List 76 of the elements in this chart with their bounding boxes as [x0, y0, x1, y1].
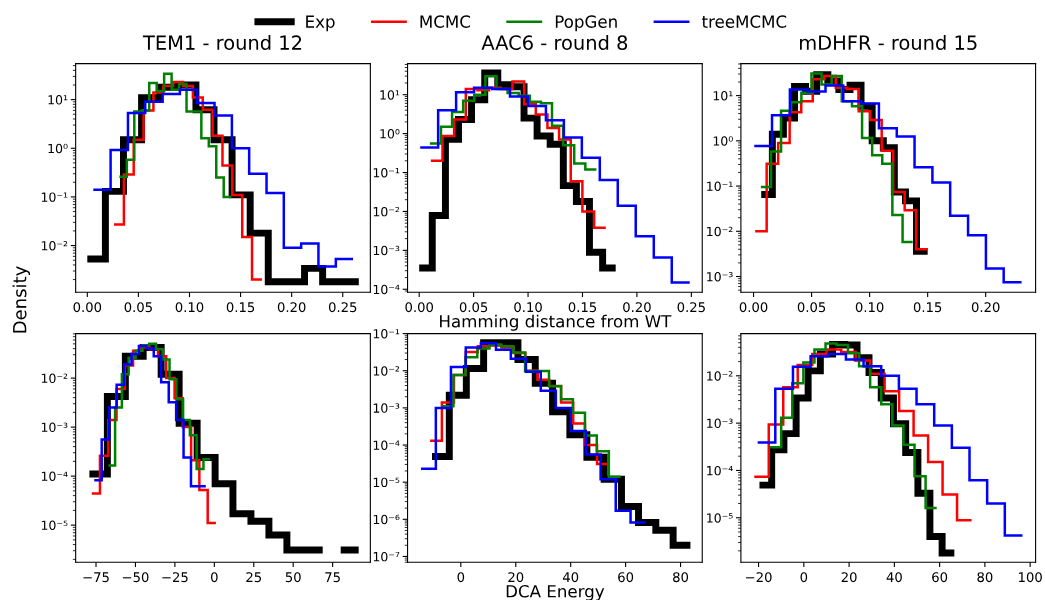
chart-title: TEM1 - round 12: [142, 34, 302, 50]
x-tick-label: 0: [457, 572, 465, 583]
y-tick-label: 10⁻¹: [373, 167, 400, 178]
y-tick-label: 10⁻⁴: [373, 284, 400, 295]
x-tick-label: 0: [800, 572, 808, 583]
legend-label: PopGen: [555, 15, 617, 32]
y-tick-label: 10¹: [48, 95, 68, 105]
y-tick-label: 10⁻³: [373, 403, 400, 413]
x-tick-label: −75: [83, 572, 109, 583]
x-tick-label: 0.10: [855, 302, 884, 313]
x-tick-label: 0.20: [971, 302, 1000, 313]
x-tick-label: −20: [746, 572, 772, 583]
x-axis-title: DCA Energy: [506, 584, 605, 600]
x-tick-label: 60: [932, 572, 948, 583]
x-tick-label: 0.15: [568, 302, 597, 313]
x-tick-label: 0.05: [459, 302, 488, 313]
x-axis-title: Hamming distance from WT: [440, 314, 672, 331]
y-axis-title: Density: [12, 266, 31, 333]
y-tick-label: 10⁻⁷: [373, 551, 400, 562]
x-tick-label: 20: [841, 572, 857, 583]
x-tick-label: 60: [618, 572, 634, 583]
y-tick-label: 10⁰: [48, 143, 68, 154]
x-tick-label: 0.05: [797, 302, 826, 313]
x-tick-label: 0.25: [328, 302, 357, 313]
y-tick-label: 10⁻³: [707, 418, 733, 429]
y-tick-label: 10⁻²: [41, 373, 68, 384]
y-tick-label: 10⁻³: [707, 271, 733, 282]
x-tick-label: 0: [211, 572, 218, 583]
y-tick-label: 10⁻¹: [373, 329, 400, 339]
y-tick-label: 10⁰: [380, 129, 400, 139]
x-tick-label: 0.20: [623, 302, 651, 313]
x-tick-label: 25: [246, 572, 262, 583]
y-tick-label: 10⁻²: [373, 206, 400, 217]
x-tick-label: 40: [562, 572, 579, 583]
y-tick-label: 10⁻⁴: [41, 471, 68, 482]
x-tick-label: 0.05: [124, 302, 152, 313]
y-tick-label: 10⁻²: [707, 371, 733, 381]
chart-title: AAC6 - round 8: [481, 34, 628, 50]
chart-title: mDHFR - round 15: [800, 34, 977, 50]
x-tick-label: 0.00: [405, 302, 434, 313]
x-tick-label: 100: [1019, 572, 1042, 583]
legend-label: Exp: [306, 15, 335, 32]
x-tick-label: −25: [162, 572, 188, 583]
y-tick-label: 10⁻²: [707, 226, 733, 237]
x-tick-label: 20: [508, 572, 524, 583]
x-tick-label: 0.15: [913, 302, 942, 313]
x-tick-label: 0.10: [514, 302, 542, 313]
y-tick-label: 10⁻³: [41, 422, 68, 433]
x-tick-label: 80: [673, 572, 689, 583]
y-tick-label: 10⁻³: [373, 245, 400, 256]
y-tick-label: 10⁻²: [373, 366, 400, 376]
y-tick-label: 10⁻⁵: [707, 513, 733, 523]
legend-label: treeMCMC: [701, 15, 787, 28]
y-tick-label: 10⁻⁶: [373, 514, 400, 525]
y-tick-label: 10⁻⁵: [373, 477, 400, 488]
y-tick-label: 10⁻⁵: [41, 520, 68, 531]
x-tick-label: 0.00: [739, 302, 768, 313]
y-tick-label: 10⁰: [713, 136, 733, 146]
y-tick-label: 10¹: [713, 91, 733, 101]
x-tick-label: 40: [886, 572, 902, 583]
x-tick-label: 0.10: [175, 302, 204, 313]
x-tick-label: 0.15: [226, 302, 255, 313]
x-tick-label: −50: [122, 572, 149, 583]
y-tick-label: 10⁻⁴: [373, 440, 400, 450]
x-tick-label: 50: [285, 572, 301, 583]
x-tick-label: 0.25: [677, 302, 705, 313]
x-tick-label: 75: [325, 572, 340, 583]
y-tick-label: 10⁻¹: [707, 181, 733, 191]
x-tick-label: 0.20: [277, 302, 306, 313]
x-tick-label: 0.00: [73, 302, 102, 313]
y-tick-label: 10¹: [380, 90, 400, 100]
x-tick-label: 80: [977, 572, 993, 583]
y-tick-label: 10⁻¹: [41, 192, 68, 202]
y-tick-label: 10⁻²: [41, 241, 68, 251]
legend-label: MCMC: [420, 15, 471, 28]
y-tick-label: 10⁻⁴: [707, 465, 733, 476]
